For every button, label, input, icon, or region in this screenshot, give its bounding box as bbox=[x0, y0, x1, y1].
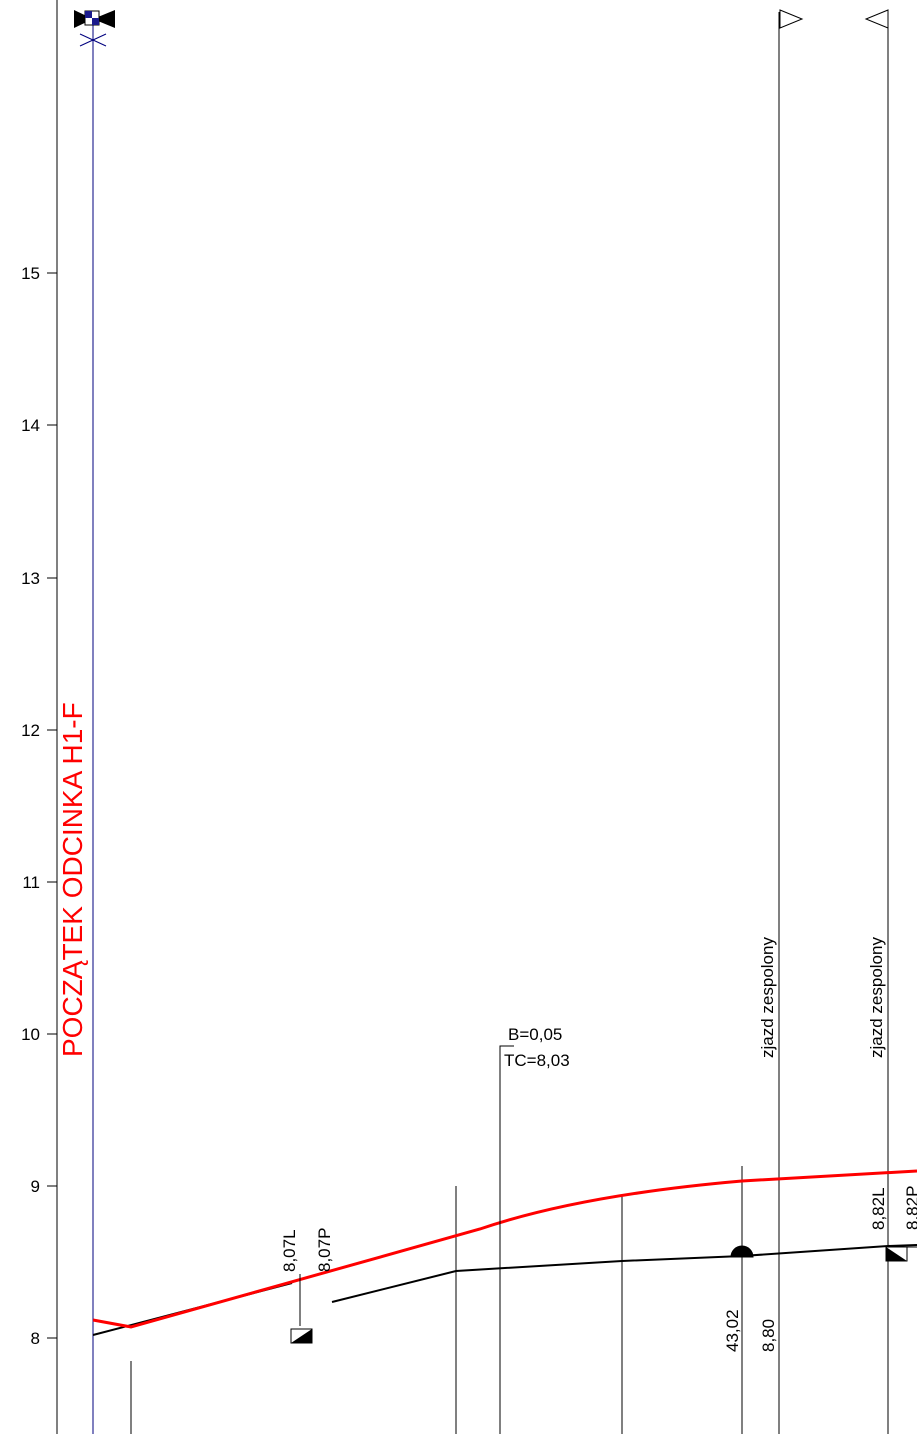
tick-label-13: 13 bbox=[21, 569, 40, 588]
label-station-elev: 8,80 bbox=[759, 1319, 778, 1352]
label-station-value: 43,02 bbox=[723, 1309, 742, 1352]
tick-label-12: 12 bbox=[21, 721, 40, 740]
tick-label-9: 9 bbox=[31, 1177, 40, 1196]
ground-line-right bbox=[331, 1244, 917, 1303]
tick-label-10: 10 bbox=[21, 1025, 40, 1044]
label-8-82P: 8,82P bbox=[903, 1186, 917, 1230]
label-driveway-2: zjazd zespolony bbox=[867, 937, 886, 1058]
label-8-82L: 8,82L bbox=[869, 1187, 888, 1230]
gully-inlet-icon-2 bbox=[885, 1246, 917, 1262]
triangle-right-icon bbox=[779, 9, 804, 29]
tick-label-8: 8 bbox=[31, 1329, 40, 1348]
label-break-tc: TC=8,03 bbox=[504, 1051, 570, 1070]
axis-ticks bbox=[47, 272, 57, 1339]
triangle-left-icon bbox=[864, 9, 889, 29]
bowtie-marker-icon bbox=[74, 10, 115, 47]
axis-tick-labels: 15 14 13 12 11 10 9 8 bbox=[21, 264, 40, 1348]
label-8-07P: 8,07P bbox=[315, 1228, 334, 1272]
break-leader bbox=[499, 1045, 514, 1268]
label-break-b: B=0,05 bbox=[508, 1025, 562, 1044]
section-title: POCZĄTEK ODCINKA H1-F bbox=[57, 702, 88, 1057]
gully-inlet-icon bbox=[290, 1328, 313, 1344]
design-line bbox=[92, 1169, 917, 1329]
manhole-half-circle-icon bbox=[730, 1245, 754, 1258]
vertical-station-lines bbox=[130, 12, 889, 1434]
tick-label-15: 15 bbox=[21, 264, 40, 283]
tick-label-14: 14 bbox=[21, 416, 40, 435]
label-driveway-1: zjazd zespolony bbox=[758, 937, 777, 1058]
tick-label-11: 11 bbox=[22, 873, 40, 892]
label-8-07L: 8,07L bbox=[280, 1229, 299, 1272]
